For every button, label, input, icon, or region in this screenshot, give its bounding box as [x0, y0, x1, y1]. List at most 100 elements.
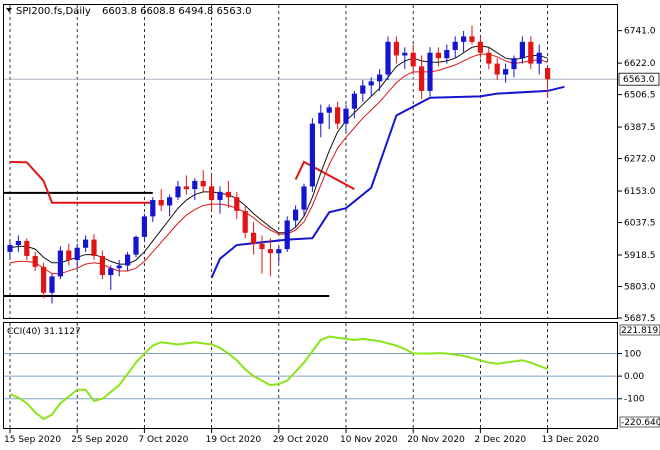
candle-body — [326, 107, 332, 113]
ohlc-readout: 6603.8 6608.8 6494.8 6563.0 — [102, 6, 252, 17]
y-tick-label: 5803.0 — [624, 282, 656, 292]
y-tick-label: 5918.5 — [624, 251, 656, 261]
candle-body — [486, 52, 492, 64]
upper-band-red — [294, 160, 355, 190]
x-tick-label: 25 Sep 2020 — [71, 435, 128, 445]
candlestick-series — [7, 25, 551, 304]
candle-body — [402, 52, 408, 56]
candle-body — [7, 245, 13, 252]
candle-body — [242, 210, 248, 233]
x-tick-label: 20 Nov 2020 — [407, 435, 465, 445]
candle-body — [49, 276, 55, 293]
symbol-label: SPI200.fs,Daily — [16, 6, 91, 17]
cci-max-box — [619, 324, 660, 336]
candle-body — [24, 240, 30, 256]
cci-tick-label: 0.00 — [624, 372, 644, 382]
moving-average-red — [9, 53, 548, 275]
symbol-dropdown-icon[interactable] — [6, 8, 12, 12]
candle-body — [200, 180, 206, 187]
candle-body — [301, 186, 307, 210]
axis-labels: 15 Sep 2020 25 Sep 2020 7 Oct 2020 19 Oct 2… — [4, 27, 660, 445]
candle-body — [83, 239, 89, 248]
candle-body — [444, 50, 450, 59]
candle-body — [158, 200, 164, 206]
candle-body — [377, 74, 383, 82]
candle-body — [503, 69, 509, 75]
candle-body — [351, 93, 357, 109]
moving-average-black — [9, 45, 548, 265]
indicator-bands — [4, 45, 565, 298]
candle-body — [293, 209, 299, 221]
candle-body — [461, 36, 467, 42]
y-tick-label: 6272.0 — [624, 155, 656, 165]
x-tick-label: 7 Oct 2020 — [138, 435, 188, 445]
cci-series — [9, 335, 548, 421]
x-tick-label: 19 Oct 2020 — [206, 435, 262, 445]
last-price-label: 6563.0 — [623, 75, 655, 85]
candle-body — [108, 268, 114, 276]
candle-body — [125, 254, 131, 266]
candle-body — [343, 108, 349, 124]
candle-body — [335, 107, 341, 124]
candle-body — [150, 200, 156, 217]
cci-panel[interactable] — [3, 322, 618, 429]
x-tick-label: 13 Dec 2020 — [542, 435, 600, 445]
y-tick-label: 6622.0 — [624, 59, 656, 69]
candle-body — [234, 197, 240, 211]
candle-body — [15, 240, 21, 246]
candle-body — [141, 216, 147, 237]
candle-body — [536, 52, 542, 64]
candle-body — [360, 85, 366, 94]
last-price-box — [618, 72, 660, 86]
candle-body — [318, 112, 324, 124]
candle-body — [452, 41, 458, 51]
lower-band-blue — [210, 85, 565, 279]
y-tick-label: 6741.0 — [624, 27, 656, 37]
candle-body — [41, 266, 47, 293]
candle-body — [435, 52, 441, 59]
candle-body — [419, 66, 425, 91]
candle-body — [225, 191, 231, 198]
cci-tick-label: 100 — [624, 350, 641, 360]
candle-body — [494, 63, 500, 75]
x-tick-label: 29 Oct 2020 — [273, 435, 329, 445]
y-tick-label: 6506.5 — [624, 91, 656, 101]
candle-body — [32, 255, 38, 267]
candle-body — [519, 41, 525, 59]
candle-body — [99, 255, 105, 276]
y-tick-label: 6387.5 — [624, 123, 656, 133]
cci-tick-label: -100 — [624, 395, 645, 405]
candle-body — [259, 243, 265, 250]
cci-min-label: -220.640 — [621, 418, 660, 428]
candle-body — [410, 52, 416, 67]
candle-body — [116, 265, 122, 269]
candle-body — [209, 186, 215, 201]
candle-body — [183, 186, 189, 190]
upper-band-red — [9, 160, 153, 204]
candle-body — [91, 239, 97, 256]
candle-body — [217, 191, 223, 201]
candle-body — [267, 249, 273, 254]
cci-max-label: 221.8193 — [621, 326, 660, 336]
candle-body — [133, 236, 139, 255]
candle-body — [192, 180, 198, 190]
candle-body — [545, 68, 551, 80]
candle-body — [385, 41, 391, 75]
candle-body — [477, 41, 483, 53]
candle-body — [511, 58, 517, 70]
candle-body — [469, 36, 475, 42]
candle-body — [175, 186, 181, 198]
candle-body — [167, 197, 173, 206]
cci-indicator-label: CCI(40) 31.1127 — [7, 327, 81, 337]
candle-body — [57, 250, 63, 277]
candle-body — [393, 41, 399, 56]
cci-min-box — [619, 416, 660, 428]
candle-body — [74, 247, 80, 261]
candle-body — [251, 232, 257, 244]
candle-body — [309, 123, 315, 187]
x-tick-label: 15 Sep 2020 — [4, 435, 61, 445]
candle-body — [528, 41, 534, 64]
y-tick-label: 6153.0 — [624, 187, 656, 197]
y-tick-label: 5687.5 — [624, 314, 656, 324]
